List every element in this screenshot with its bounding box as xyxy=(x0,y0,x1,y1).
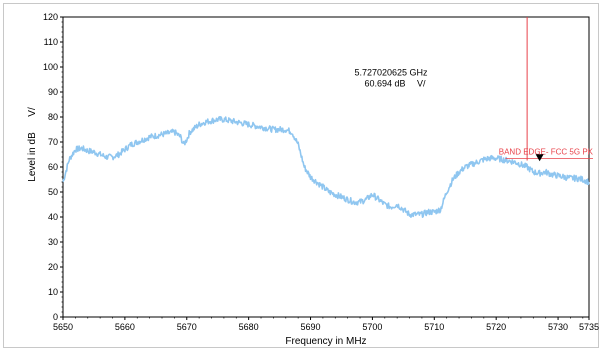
x-tick-label: 5680 xyxy=(239,322,259,332)
x-tick-label: 5720 xyxy=(486,322,506,332)
x-tick-label: 5660 xyxy=(115,322,135,332)
y-tick-label: 80 xyxy=(48,112,58,122)
x-axis-title: Frequency in MHz xyxy=(285,336,366,347)
y-tick-label: 90 xyxy=(48,87,58,97)
x-tick-label: 5700 xyxy=(362,322,382,332)
y-tick-label: 10 xyxy=(48,287,58,297)
x-tick-label: 5730 xyxy=(548,322,568,332)
y-tick-label: 120 xyxy=(43,12,58,22)
y-tick-label: 0 xyxy=(53,312,58,322)
y-tick-label: 110 xyxy=(44,37,58,47)
peak-marker-group xyxy=(535,154,544,162)
x-tick-label: 5670 xyxy=(177,322,197,332)
marker-triangle xyxy=(535,154,544,162)
readout-level: 60.694 dB xyxy=(364,79,405,89)
readout-frequency: 5.727020625 GHz xyxy=(354,68,428,78)
chart-frame: BAND EDGE- FCC 5G PK 0 10 20 30 40 50 60 70 80 90… xyxy=(3,3,599,348)
plot-area xyxy=(62,16,590,318)
y-tick-label: 100 xyxy=(43,62,58,72)
y-tick-label: 40 xyxy=(48,212,58,222)
readout-level-unit: V/ xyxy=(417,79,426,89)
trace-line xyxy=(62,116,590,219)
y-axis-title-unit: V/ xyxy=(27,107,38,117)
x-tick-label: 5735 xyxy=(579,322,599,332)
y-tick-label: 50 xyxy=(48,187,58,197)
y-tick-label: 20 xyxy=(48,262,58,272)
axes: 0 10 20 30 40 50 60 70 80 90 100 110 120 5650 5660 5670… xyxy=(43,12,599,332)
x-tick-label: 5710 xyxy=(424,322,444,332)
x-tick-label: 5650 xyxy=(53,322,73,332)
y-tick-label: 30 xyxy=(48,237,58,247)
plot-border xyxy=(62,16,590,318)
limit-line-group: BAND EDGE- FCC 5G PK xyxy=(499,17,594,161)
y-axis-title-text: Level in dB xyxy=(27,132,38,182)
y-axis-title: Level in dB V/ xyxy=(27,107,38,182)
limit-label: BAND EDGE- FCC 5G PK xyxy=(499,148,594,157)
emission-spectrum-chart: BAND EDGE- FCC 5G PK 0 10 20 30 40 50 60 70 80 90… xyxy=(27,12,599,347)
x-tick-label: 5690 xyxy=(301,322,321,332)
y-tick-label: 60 xyxy=(48,162,58,172)
measurement-trace xyxy=(62,116,590,219)
y-tick-label: 70 xyxy=(48,137,58,147)
